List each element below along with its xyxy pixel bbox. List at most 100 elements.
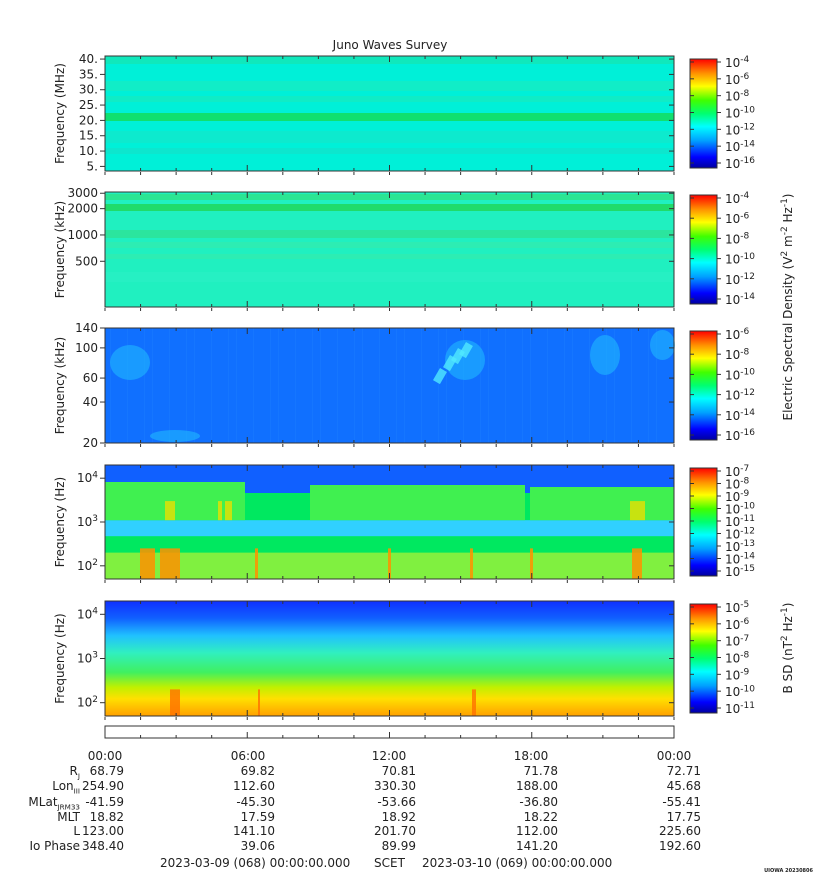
chart-title: Juno Waves Survey [332, 38, 448, 52]
footer: 2023-03-09 (068) 00:00:00.000 SCET 2023-… [160, 856, 814, 874]
x-tick-label: 00:00 [88, 749, 123, 763]
intensity-spike [258, 689, 260, 716]
spectral-streak [312, 328, 313, 443]
ephemeris-value: 141.20 [516, 839, 558, 853]
spectral-streak [354, 328, 355, 443]
y-axis-label: Frequency (kHz) [53, 337, 67, 434]
spectral-streak [127, 328, 128, 443]
intensity-spike [472, 689, 476, 716]
colorbar-tick-label: 10-4 [725, 191, 750, 206]
intensity-spike [218, 501, 222, 521]
spectral-streak [110, 328, 111, 443]
emission-burst [150, 430, 200, 442]
colorbar-tick-label: 10-10 [725, 502, 755, 517]
ephemeris-value: 188.00 [516, 779, 558, 793]
ephemeris-label: L [73, 824, 80, 838]
colorbar-tick-label: 10-14 [725, 408, 755, 423]
spectral-streak [337, 328, 338, 443]
ephemeris-value: 89.99 [382, 839, 416, 853]
intensity-spike [388, 548, 391, 579]
colorbar-tick-label: 10-8 [725, 347, 750, 362]
ephemeris-label: MLatJRM33 [28, 795, 80, 812]
y-axis-label: Frequency (Hz) [53, 613, 67, 704]
y-axis-label: Frequency (MHz) [53, 63, 67, 164]
emission-burst [110, 345, 150, 380]
y-tick-label: 30. [79, 83, 98, 97]
time-axis: 00:00 06:00 12:00 18:00 00:00 [88, 725, 691, 763]
colorbar-tick-label: 10-12 [725, 388, 755, 403]
x-tick-label: 12:00 [372, 749, 407, 763]
colorbar [689, 58, 718, 169]
spectral-streak [379, 328, 380, 443]
ephemeris-table: RJ 68.79 69.82 70.81 71.78 72.71 LonIII 254.90 1… [28, 764, 701, 853]
intensity-spike [160, 548, 180, 579]
y-tick-label: 40 [83, 395, 98, 409]
spectral-streak [194, 328, 195, 443]
footer-start-time: 2023-03-09 (068) 00:00:00.000 [160, 856, 350, 870]
colorbar-tick-label: 10-8 [725, 89, 750, 104]
emission-block [530, 487, 674, 521]
spectral-streak [295, 328, 296, 443]
ephemeris-value: 123.00 [82, 824, 124, 838]
y-tick-label: 25. [79, 98, 98, 112]
colorbar [689, 467, 718, 577]
spectral-streak [656, 328, 657, 443]
intensity-spike [255, 548, 258, 579]
colorbar-tick-label: 10-16 [725, 428, 755, 443]
y-axis-label: Frequency (kHz) [53, 201, 67, 298]
colorbar-tick-label: 10-6 [725, 72, 750, 87]
cyan-band [105, 520, 674, 537]
colorbar-tick-label: 10-14 [725, 139, 755, 154]
spectral-streak [446, 328, 447, 443]
spectral-streak [362, 328, 363, 443]
x-tick-label: 06:00 [231, 749, 266, 763]
colorbar [689, 330, 718, 441]
colorbar-tick-label: 10-10 [725, 368, 755, 383]
ephemeris-label: MLT [57, 810, 80, 824]
colorbar-tick-label: 10-8 [725, 651, 750, 666]
colorbar-tick-label: 10-4 [725, 55, 750, 70]
spectral-band [105, 96, 674, 102]
y-tick-label: 1000 [67, 228, 98, 242]
colorbar [689, 603, 718, 714]
intensity-spike [170, 689, 180, 716]
emission-burst [445, 340, 485, 380]
spectral-streak [152, 328, 153, 443]
colorbar-tick-label: 10-10 [725, 252, 755, 267]
spectral-streak [253, 328, 254, 443]
ephemeris-value: 201.70 [374, 824, 416, 838]
colorbar-tick-label: 10-7 [725, 634, 749, 649]
ephemeris-value: 192.60 [659, 839, 701, 853]
spectral-band [105, 131, 674, 143]
y-tick-label: 102 [77, 695, 98, 710]
spectral-streak [505, 328, 506, 443]
emission-burst [650, 330, 675, 360]
spectral-streak [572, 328, 573, 443]
colorbar-tick-label: 10-14 [725, 292, 755, 307]
spectral-streak [547, 328, 548, 443]
y-tick-label: 102 [77, 558, 98, 573]
spectral-streak [421, 328, 422, 443]
footer-scet-label: SCET [374, 856, 406, 870]
ephemeris-value: 141.10 [233, 824, 275, 838]
intensity-spike [530, 548, 533, 579]
spectrogram-image [105, 328, 674, 443]
y-tick-label: 103 [77, 514, 98, 529]
spectral-streak [488, 328, 489, 443]
spectral-band [105, 113, 674, 121]
emission-burst [590, 335, 620, 375]
spectral-streak [648, 328, 649, 443]
spectral-streak [278, 328, 279, 443]
spectrogram-image [105, 192, 674, 307]
emission-burst [433, 368, 447, 385]
y-tick-label: 3000 [67, 186, 98, 200]
y-tick-label: 103 [77, 651, 98, 666]
panel-1: 5.10.15. 20.25.30. 35.40. Frequency (MHz) 10… [53, 52, 755, 175]
spectral-streak [522, 328, 523, 443]
spectral-streak [631, 328, 632, 443]
colorbar-tick-label: 10-9 [725, 668, 750, 683]
colorbar [689, 194, 718, 305]
footer-stamp: UIOWA 20230806 [764, 868, 813, 874]
spectral-streak [320, 328, 321, 443]
